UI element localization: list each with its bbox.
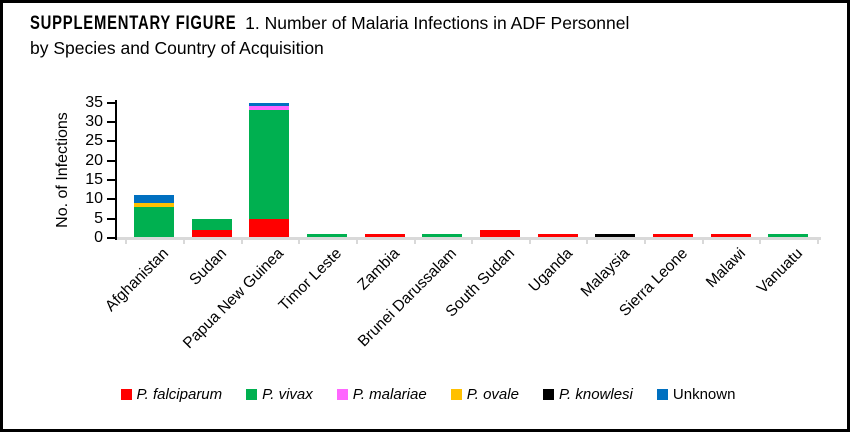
bar-segment [710, 234, 751, 238]
bar-segment [134, 203, 175, 208]
legend-swatch-icon [450, 388, 462, 400]
x-axis-line [115, 236, 821, 240]
y-tick-label: 10 [85, 190, 103, 208]
y-axis-tick [107, 120, 117, 123]
bar-segment [249, 218, 290, 238]
y-tick-label: 20 [85, 151, 103, 169]
bar-segment [595, 234, 636, 238]
bar-segment [134, 195, 175, 204]
bar-segment [364, 234, 405, 238]
figure-title-line2: by Species and Country of Acquisition [30, 38, 324, 58]
bar-segment [652, 234, 693, 238]
x-axis-tick [240, 239, 243, 244]
legend-swatch-icon [120, 388, 132, 400]
x-axis-tick [298, 239, 301, 244]
y-tick-label: 15 [85, 170, 103, 188]
bar-segment [768, 234, 809, 238]
y-axis-line [115, 100, 117, 240]
x-axis-tick [759, 239, 762, 244]
bar-segment [479, 230, 520, 238]
x-axis-tick [528, 239, 531, 244]
y-tick-label: 5 [94, 209, 103, 227]
x-axis-tick [355, 239, 358, 244]
x-axis-tick [125, 239, 128, 244]
bar-segment [249, 102, 290, 107]
x-axis-tick [586, 239, 589, 244]
legend-label: P. malariae [352, 385, 427, 403]
legend-item: P. falciparum [120, 385, 223, 403]
y-axis-tick [107, 178, 117, 181]
legend-label: P. vivax [262, 385, 313, 403]
legend-item: P. ovale [450, 385, 519, 403]
x-axis-tick [471, 239, 474, 244]
legend-label: P. knowlesi [558, 385, 633, 403]
legend-item: P. vivax [246, 386, 313, 403]
legend-label: Unknown [672, 385, 736, 403]
x-axis-tick [182, 239, 185, 244]
chart-legend: P. falciparum P. vivax P. malariae P. ovale… [3, 383, 847, 405]
bar-segment [537, 234, 578, 238]
bar-segment [249, 106, 290, 111]
legend-item: Unknown [656, 385, 736, 403]
x-axis-tick [701, 239, 704, 244]
x-axis-tick [816, 239, 819, 244]
y-tick-label: 30 [85, 112, 103, 130]
y-axis-tick [107, 217, 117, 220]
bar-segment [422, 234, 463, 238]
y-tick-label: 25 [85, 132, 103, 150]
legend-label: P. ovale [466, 385, 519, 403]
legend-swatch-icon [656, 388, 668, 400]
figure-title-label: SUPPLEMENTARY FIGURE [30, 13, 237, 34]
legend-swatch-icon [336, 388, 348, 400]
y-axis-tick [107, 101, 117, 104]
bar-segment [249, 110, 290, 219]
legend-item: P. malariae [336, 385, 427, 403]
y-axis-tick [107, 159, 117, 162]
stacked-bar-chart: No. of Infections 0 5 10 15 20 25 30 35 Afghanis… [3, 83, 847, 373]
figure-title: SUPPLEMENTARY FIGURE 1. Number of Malari… [30, 11, 830, 61]
y-tick-label: 0 [94, 229, 103, 246]
legend-swatch-icon [542, 388, 554, 400]
legend-label: P. falciparum [136, 385, 223, 403]
y-axis-tick [107, 140, 117, 143]
bar-segment [191, 230, 232, 238]
bar-segment [191, 218, 232, 231]
bar-segment [134, 207, 175, 238]
y-tick-label: 35 [85, 93, 103, 111]
bar-segment [307, 234, 348, 238]
figure-title-text: 1. Number of Malaria Infections in ADF P… [245, 13, 630, 33]
y-axis-tick [107, 237, 117, 239]
y-axis-tick [107, 198, 117, 201]
x-axis-tick [644, 239, 647, 244]
legend-item: P. knowlesi [542, 385, 633, 403]
x-axis-tick [413, 239, 416, 244]
legend-swatch-icon [246, 388, 258, 400]
